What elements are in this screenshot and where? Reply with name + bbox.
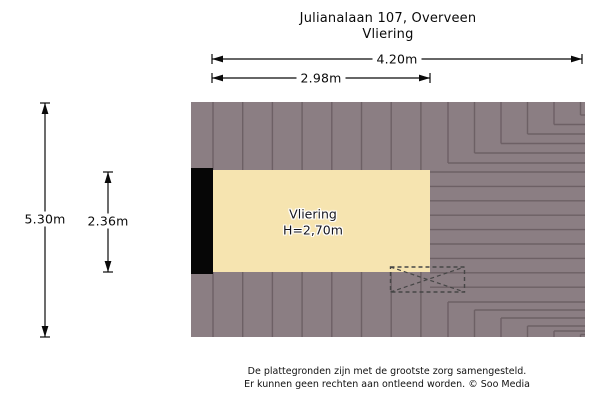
dimension-label-total-depth: 5.30m [20,211,70,227]
disclaimer: De plattegronden zijn met de grootste zo… [87,366,600,391]
dimension-label-room-width: 2.98m [296,70,346,86]
disclaimer-line-1: De plattegronden zijn met de grootste zo… [247,366,527,377]
plan-level-name: Vliering [362,27,414,42]
room-name: Vliering [289,206,337,222]
dimension-label-room-depth: 2.36m [83,213,133,229]
disclaimer-line-2: Er kunnen geen rechten aan ontleend word… [244,378,530,390]
plan-address: Julianalaan 107, Overveen [299,11,477,26]
plan-title: Julianalaan 107, Overveen Vliering [188,11,588,43]
room-label: Vliering H=2,70m [283,207,343,238]
room-height: H=2,70m [283,222,343,237]
dimension-label-total-width: 4.20m [372,51,422,67]
